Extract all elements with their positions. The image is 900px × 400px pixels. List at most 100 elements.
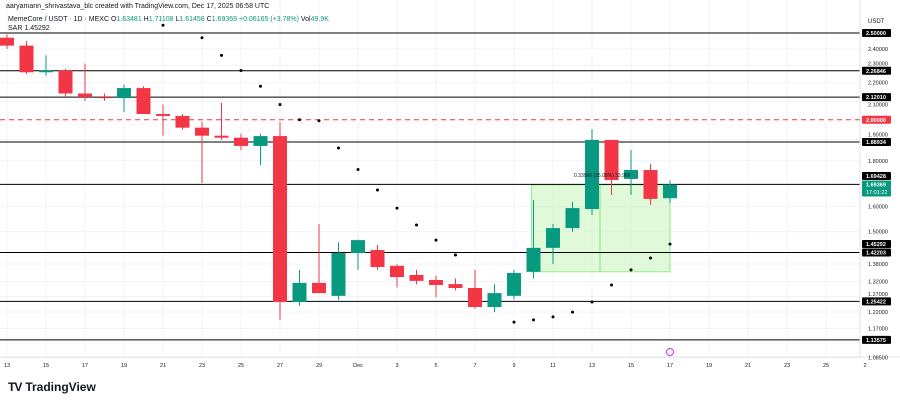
candle-body — [234, 137, 248, 146]
level-price-tag-bg — [862, 171, 891, 180]
event-marker-icon — [666, 348, 674, 356]
y-tick-label: 2.40000 — [868, 47, 888, 53]
candle-body — [136, 88, 151, 115]
x-tick-label: 9 — [512, 363, 515, 369]
sar-dot — [454, 253, 457, 257]
candle — [156, 104, 170, 136]
candle-body — [507, 272, 521, 296]
candle-body — [195, 127, 209, 136]
candle-body — [409, 275, 424, 281]
sar-dot — [200, 36, 204, 40]
x-tick-label: 2 — [863, 363, 866, 369]
sar-dot — [434, 238, 438, 242]
candle — [253, 133, 268, 166]
candle — [136, 86, 151, 115]
candle-body — [331, 253, 346, 296]
candle-body — [117, 88, 131, 99]
sar-dot — [356, 168, 360, 172]
sar-dot — [395, 206, 399, 210]
y-tick-label: 1.80000 — [868, 159, 888, 165]
sar-dot — [220, 53, 223, 57]
candle-body — [526, 247, 541, 272]
candle — [195, 121, 209, 184]
measure-label: 0.33966 (25.08%) 33,966 — [574, 173, 631, 179]
sar-dot — [571, 310, 574, 314]
candle-body — [97, 97, 112, 99]
candle-body — [565, 208, 580, 229]
candle-body — [487, 293, 502, 308]
sar-dot — [298, 118, 301, 122]
x-tick-label: 25 — [238, 363, 244, 369]
y-tick-label: 1.08500 — [868, 356, 888, 362]
candle-body — [78, 93, 92, 98]
candle — [78, 63, 92, 101]
candle-body — [468, 287, 482, 308]
sar-dot — [649, 256, 652, 260]
x-tick-label: 19 — [706, 363, 712, 369]
candle-body — [39, 70, 53, 73]
candle — [409, 269, 424, 285]
y-tick-label: 1.38000 — [868, 262, 888, 268]
candle — [97, 93, 112, 101]
sar-dot — [278, 103, 282, 107]
x-tick-label: 5 — [434, 363, 437, 369]
x-tick-label: 15 — [628, 363, 634, 369]
level-price-tag-bg — [862, 297, 891, 306]
candle-body — [604, 139, 619, 181]
sar-dot — [590, 300, 594, 304]
tradingview-logo-icon: TV — [8, 380, 22, 394]
y-tick-label: 1.90000 — [868, 132, 888, 138]
candle-body — [429, 279, 443, 285]
level-price-tag: 2.50000 — [866, 31, 886, 37]
candle — [526, 200, 541, 279]
x-tick-label: 17 — [667, 363, 673, 369]
open-value: 1.63481 — [116, 16, 142, 23]
level-price-tag: 2.12010 — [866, 95, 886, 101]
ohlc-open: O1.63481 — [111, 16, 142, 23]
footer-brand: TV TradingView — [8, 380, 96, 394]
y-tick-label: 1.17000 — [868, 326, 888, 332]
candle — [487, 284, 502, 313]
level-price-tag-bg — [862, 93, 891, 102]
sar-dot — [337, 146, 340, 150]
ohlc-high: H1.71108 — [144, 16, 174, 23]
sar-label: SAR — [8, 25, 23, 32]
level-price-tag-bg — [862, 115, 891, 124]
close-value: 1.69369 — [211, 16, 238, 23]
sar-price-tag-bg — [862, 239, 891, 248]
candle-body — [253, 136, 268, 146]
high-label: H — [143, 16, 149, 23]
level-price-tag-bg — [862, 248, 891, 257]
level-price-tag: 1.25422 — [866, 299, 886, 305]
candle-body — [546, 228, 560, 248]
volume: Vol49.9K — [301, 16, 329, 23]
y-tick-label: 2.10000 — [868, 103, 888, 109]
level-price-tag: 1.88934 — [866, 140, 887, 146]
ohlc-close: C1.69369 — [207, 16, 237, 23]
sar-dot — [512, 320, 516, 324]
candle — [663, 180, 677, 204]
sar-dot — [610, 283, 613, 287]
x-tick-label: 13 — [4, 363, 10, 369]
level-price-tag-bg — [862, 66, 891, 75]
candle-body — [351, 240, 365, 254]
sar-dot — [629, 268, 633, 272]
candle-body — [663, 184, 677, 199]
x-tick-label: 11 — [550, 363, 556, 369]
x-tick-label: 21 — [160, 363, 166, 369]
sar-value: 1.45292 — [24, 25, 50, 32]
sar-legend[interactable]: SAR 1.45292 — [8, 24, 329, 33]
price-chart[interactable]: 0.33966 (25.08%) 33,966 USDT 2.40000 2.3000… — [0, 0, 900, 375]
candle — [312, 224, 326, 294]
candle — [117, 84, 131, 113]
x-tick-label: 17 — [82, 363, 88, 369]
attribution: aaryamann_shrivastava_blc created with T… — [6, 3, 270, 10]
candle-body — [19, 45, 34, 73]
candle — [370, 244, 385, 270]
countdown-label: 17:01:22 — [866, 190, 887, 196]
sar-dot — [532, 318, 535, 322]
y-tick-label: 1.60000 — [868, 205, 888, 211]
symbol-name[interactable]: MemeCore / USDT · 1D · MEXC — [8, 16, 109, 23]
candle-body — [273, 136, 287, 303]
x-tick-label: 23 — [199, 363, 205, 369]
